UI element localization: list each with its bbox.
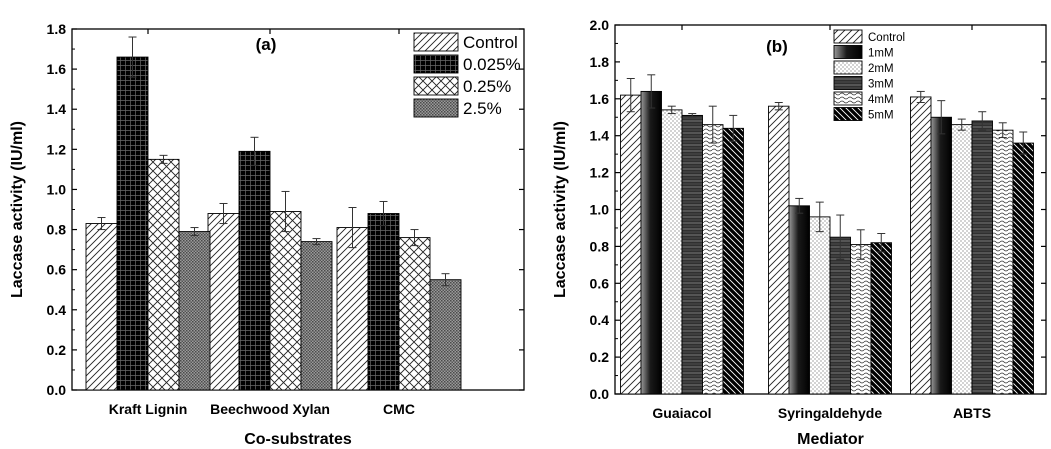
bar-4mm [992,129,1014,395]
bar-4mm [702,124,724,395]
y-tick-label: 0.0 [590,386,610,402]
bar-0-25- [147,158,180,391]
bar-control [910,96,932,395]
y-tick-label: 1.6 [47,61,67,77]
bar-2-5- [300,241,333,391]
legend-swatch [833,45,863,59]
legend-label: 4mM [868,94,894,106]
bar-control [620,94,642,395]
bar-2mm [809,216,831,395]
chart-panel-a: 0.0 0.2 0.4 0.6 0.8 1.0 1.2 1.4 1.6 1.8 Kraft Lign… [9,21,525,448]
y-tick-label: 2.0 [590,17,610,33]
x-tick-label: Kraft Lignin [109,401,188,417]
y-tick-label: 1.8 [590,54,610,70]
legend: Control 0.025% 0.25% 2.5% [413,32,521,118]
legend-label: Control [868,32,905,44]
bar-control [336,227,369,391]
y-tick-label: 0.4 [590,312,610,328]
legend-label: 0.25% [463,77,511,96]
bar-5mm [722,127,744,395]
legend-swatch [833,91,863,106]
x-axis-title: Mediator [797,431,864,448]
y-tick-label: 1.6 [590,91,610,107]
x-tick-label: Beechwood Xylan [210,401,330,417]
bar-1mm [640,90,662,395]
x-tick-label: ABTS [953,405,991,421]
bar-0-025- [238,150,271,391]
legend-swatch [833,107,863,121]
legend-swatch [413,54,459,74]
bar-1mm [788,205,810,395]
legend-label: 2.5% [463,99,502,118]
bar-3mm [829,236,851,395]
bar-0-25- [269,211,302,391]
y-axis-title: Laccase activity (IU/ml) [552,121,569,298]
legend-swatch [833,76,863,90]
x-tick-label: Syringaldehyde [778,405,882,421]
bar-2mm [951,124,973,395]
y-tick-label: 1.0 [47,181,67,197]
legend-swatch [413,98,459,118]
y-tick-label: 0.4 [47,302,67,318]
chart-panel-b: 0.0 0.2 0.4 0.6 0.8 1.0 1.2 1.4 1.6 1.8 2.0 Guaiaco… [552,17,1047,448]
legend-label: 0.025% [463,55,521,74]
y-tick-label: 1.0 [590,202,610,218]
y-tick-label: 1.4 [590,128,610,144]
legend-label: 3mM [868,79,894,91]
bar-0-25- [398,237,431,391]
y-tick-label: 1.2 [590,165,610,181]
legend-swatch [833,29,863,44]
bar-2mm [661,109,683,395]
bar-control [207,213,240,391]
y-axis-title: Laccase activity (IU/ml) [9,121,26,298]
y-tick-label: 0.8 [590,238,610,254]
bar-control [768,105,790,395]
bar-2-5- [178,231,211,391]
legend-label: 1mM [868,48,894,60]
bar-4mm [850,244,872,395]
y-tick-label: 1.8 [47,21,67,37]
y-tick-label: 1.2 [47,141,67,157]
bar-5mm [870,242,892,395]
legend-swatch [413,76,459,96]
bar-3mm [971,120,993,395]
y-tick-label: 0.0 [47,382,67,398]
legend-label: Control [463,33,518,52]
y-tick-label: 1.4 [47,101,67,117]
legend-swatch [833,60,863,75]
bar-1mm [930,116,952,395]
legend: Control 1mM 2mM 3mM 4mM 5mM [833,29,905,122]
panel-label: (a) [256,35,277,54]
x-tick-label: Guaiacol [652,405,711,421]
bar-3mm [681,114,703,395]
bar-5mm [1012,142,1034,395]
y-tick-label: 0.8 [47,222,67,238]
legend-label: 2mM [868,63,894,75]
x-axis-title: Co-substrates [244,431,352,448]
y-tick-label: 0.6 [47,262,67,278]
bar-2-5- [429,279,462,391]
x-tick-label: CMC [383,401,415,417]
y-tick-label: 0.6 [590,275,610,291]
y-tick-label: 0.2 [590,349,610,365]
bar-control [85,223,118,391]
y-tick-label: 0.2 [47,342,67,358]
legend-swatch [413,32,459,52]
panel-label: (b) [766,37,788,56]
legend-label: 5mM [868,110,894,122]
bar-0-025- [116,56,149,391]
bar-0-025- [367,213,400,391]
